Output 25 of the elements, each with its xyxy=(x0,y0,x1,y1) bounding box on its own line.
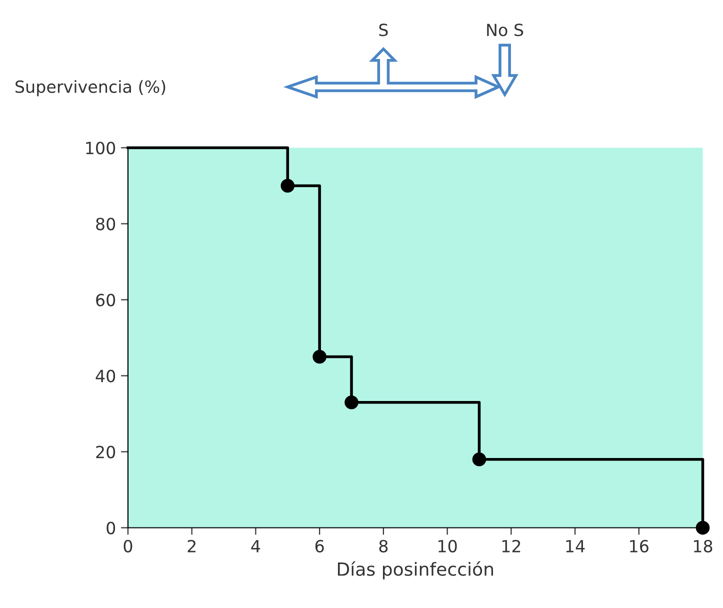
x-tick-label: 18 xyxy=(694,540,712,552)
x-tick-label: 4 xyxy=(251,540,260,552)
x-axis-title: Días posinfección xyxy=(338,561,493,580)
text: No S xyxy=(487,24,524,36)
point xyxy=(472,452,486,466)
y-tick-label: 20 xyxy=(96,446,116,458)
x-tick-label: 16 xyxy=(630,540,648,552)
point xyxy=(312,350,326,364)
text: S xyxy=(379,24,388,36)
point xyxy=(344,395,358,410)
x-tick-label: 12 xyxy=(502,540,520,552)
y-tick-label: 40 xyxy=(96,370,116,382)
y-tick-label: 100 xyxy=(86,142,116,154)
point xyxy=(696,520,710,535)
y-axis-title: Supervivencia (%) xyxy=(16,80,166,96)
y-tick-label: 0 xyxy=(106,522,116,534)
y-tick-label: 60 xyxy=(96,294,116,306)
y-tick-label: 80 xyxy=(96,218,116,230)
x-tick-label: 10 xyxy=(438,540,457,552)
x-tick-label: 14 xyxy=(566,540,585,552)
x-tick-label: 8 xyxy=(379,540,388,552)
x-tick-label: 6 xyxy=(315,540,324,552)
x-tick-label: 0 xyxy=(124,540,132,552)
x-tick-label: 2 xyxy=(188,540,196,552)
point xyxy=(280,178,295,193)
